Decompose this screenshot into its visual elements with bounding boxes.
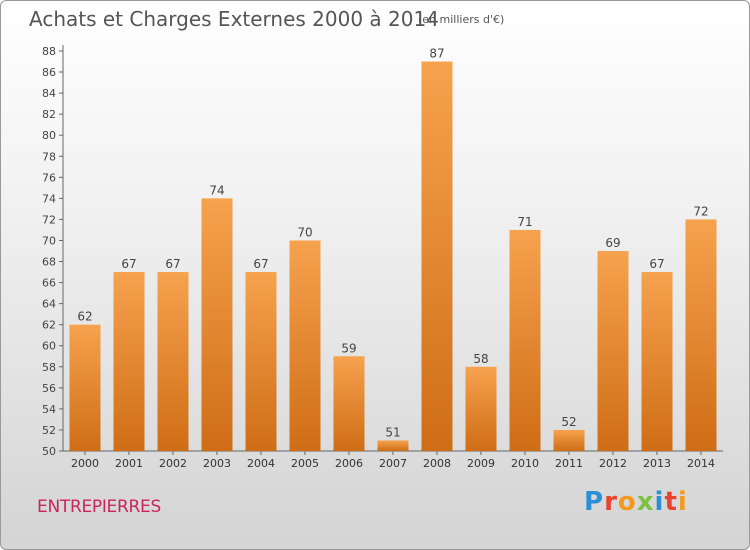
x-tick-label: 2005	[291, 457, 319, 470]
y-tick-label: 66	[42, 277, 56, 290]
logo-letter: r	[604, 487, 618, 517]
logo-letter: P	[584, 487, 605, 517]
y-tick-label: 62	[42, 319, 56, 332]
y-tick-label: 58	[42, 361, 56, 374]
x-tick-label: 2002	[159, 457, 187, 470]
bar	[641, 272, 673, 451]
x-tick-label: 2014	[687, 457, 715, 470]
y-tick-label: 68	[42, 256, 56, 269]
y-tick-label: 54	[42, 403, 56, 416]
x-tick-label: 2010	[511, 457, 539, 470]
y-tick-label: 60	[42, 340, 56, 353]
chart-unit: (en milliers d'€)	[418, 13, 505, 26]
bar	[597, 251, 629, 451]
x-tick-label: 2000	[71, 457, 99, 470]
data-label: 74	[209, 183, 224, 197]
y-tick-label: 70	[42, 234, 56, 247]
y-tick-label: 88	[42, 45, 56, 58]
x-tick-label: 2006	[335, 457, 363, 470]
y-tick-labels: 50 52 54 56 58 60 62 64 66 68 70 72 74 76 78 80 82 84 86 88	[42, 45, 56, 458]
bar	[509, 229, 541, 451]
bar	[553, 429, 585, 451]
bar	[377, 440, 409, 451]
y-tick-label: 76	[42, 171, 56, 184]
bar	[333, 356, 365, 451]
x-tick-label: 2008	[423, 457, 451, 470]
bar	[465, 366, 497, 451]
data-label: 67	[165, 257, 180, 271]
x-tick-labels: 2000 2001 2002 2003 2004 2005 2006 2007 2008 2009…	[71, 457, 715, 470]
logo-letter: i	[677, 487, 688, 517]
data-label: 69	[605, 236, 620, 250]
chart-title: Achats et Charges Externes 2000 à 2014	[29, 7, 439, 31]
x-tick-label: 2004	[247, 457, 275, 470]
y-tick-label: 72	[42, 213, 56, 226]
logo-letter: x	[636, 487, 655, 517]
x-tick-label: 2012	[599, 457, 627, 470]
y-tick-label: 74	[42, 192, 56, 205]
data-label: 87	[429, 47, 444, 61]
y-tick-label: 80	[42, 129, 56, 142]
y-tick-label: 78	[42, 150, 56, 163]
logo-letter: i	[654, 487, 665, 517]
bar	[289, 240, 321, 451]
data-label: 52	[561, 415, 576, 429]
data-label: 62	[77, 310, 92, 324]
x-tick-label: 2001	[115, 457, 143, 470]
bar	[69, 324, 101, 451]
y-tick-label: 52	[42, 424, 56, 437]
x-tick-label: 2009	[467, 457, 495, 470]
value-labels: 62 67 67 74 67 70 59 51 87 58 71 52 69 67 72	[77, 47, 708, 440]
bar	[421, 61, 453, 452]
bar	[245, 272, 277, 451]
bar	[113, 272, 145, 451]
y-tick-label: 64	[42, 298, 56, 311]
bar	[685, 219, 717, 451]
logo-letter: o	[617, 487, 637, 517]
y-tick-label: 50	[42, 445, 56, 458]
data-label: 67	[121, 257, 136, 271]
data-label: 59	[341, 341, 356, 355]
x-tick-label: 2011	[555, 457, 583, 470]
bar	[157, 272, 189, 451]
y-tick-label: 82	[42, 108, 56, 121]
data-label: 72	[693, 204, 708, 218]
x-tick-label: 2013	[643, 457, 671, 470]
bars	[69, 61, 717, 452]
commune-name: ENTREPIERRES	[37, 497, 161, 517]
y-tick-label: 56	[42, 382, 56, 395]
data-label: 67	[649, 257, 664, 271]
bar	[201, 198, 233, 451]
data-label: 51	[385, 425, 400, 439]
logo-letter: t	[664, 487, 678, 517]
y-tick-label: 84	[42, 87, 56, 100]
data-label: 67	[253, 257, 268, 271]
data-label: 58	[473, 352, 488, 366]
data-label: 71	[517, 215, 532, 229]
data-label: 70	[297, 225, 312, 239]
y-tick-label: 86	[42, 66, 56, 79]
x-tick-label: 2007	[379, 457, 407, 470]
x-tick-label: 2003	[203, 457, 231, 470]
proxiti-logo[interactable]: Proxiti	[584, 487, 688, 517]
